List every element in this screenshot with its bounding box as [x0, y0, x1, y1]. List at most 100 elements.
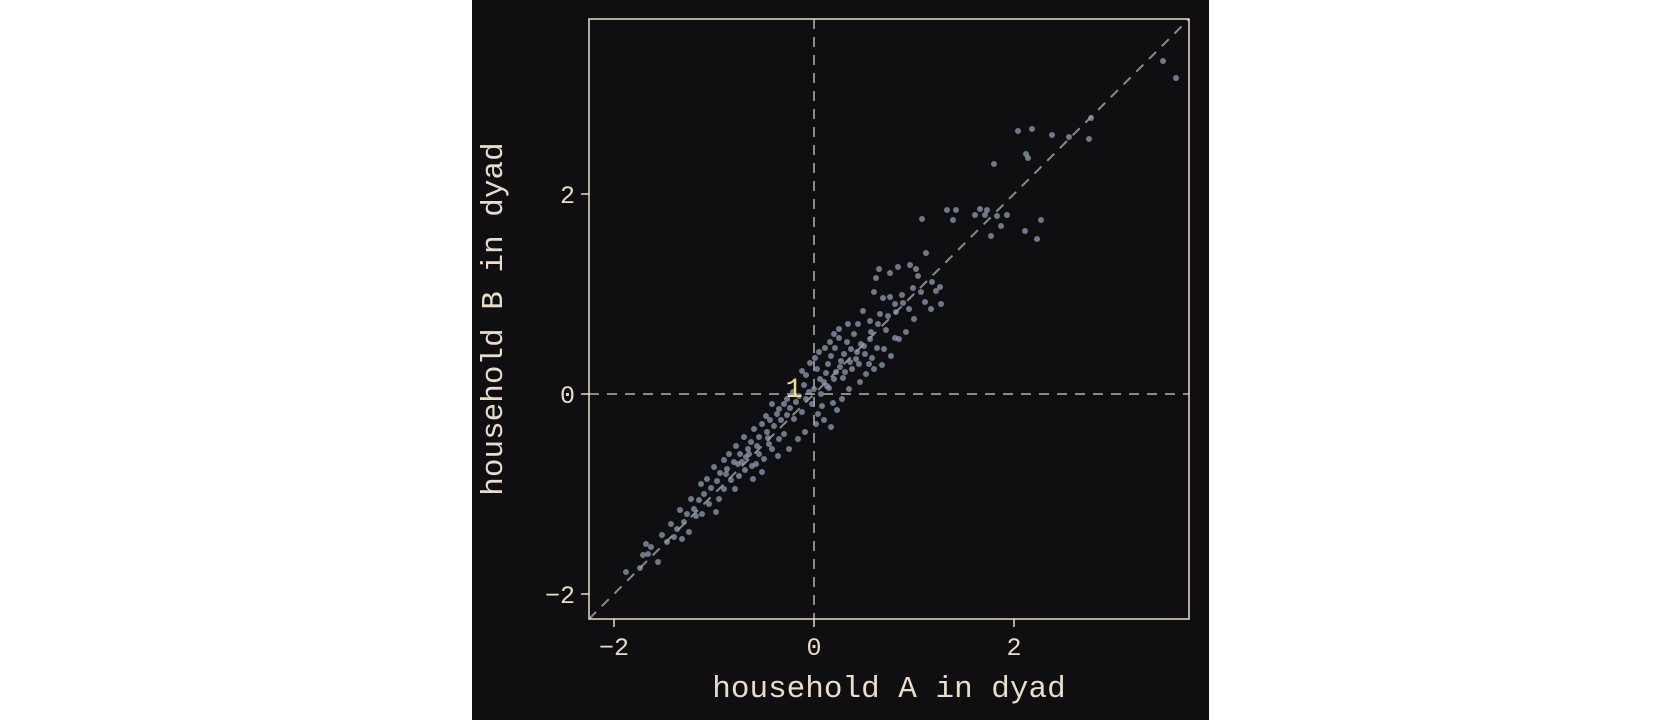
data-point: [748, 439, 754, 445]
data-point: [919, 216, 925, 222]
data-point: [840, 375, 846, 381]
data-point: [881, 346, 887, 352]
data-point: [1088, 115, 1094, 121]
data-points: [623, 58, 1179, 575]
data-point: [841, 351, 847, 357]
data-point: [764, 429, 770, 435]
data-point: [853, 356, 859, 362]
data-point: [977, 206, 983, 212]
data-point: [806, 389, 812, 395]
data-point: [1086, 136, 1092, 142]
x-tick-label: −2: [599, 634, 629, 663]
data-point: [640, 552, 646, 558]
data-point: [887, 294, 893, 300]
data-point: [984, 207, 990, 213]
data-point: [913, 266, 919, 272]
data-point: [821, 417, 827, 423]
data-point: [742, 467, 748, 473]
data-point: [732, 486, 738, 492]
data-point: [623, 569, 629, 575]
data-point: [880, 295, 886, 301]
data-point: [837, 364, 843, 370]
data-point: [802, 429, 808, 435]
data-point: [877, 311, 883, 317]
data-point: [686, 529, 692, 535]
data-point: [759, 469, 765, 475]
data-point: [699, 511, 705, 517]
data-point: [807, 360, 813, 366]
data-point: [823, 370, 829, 376]
y-axis-label: household B in dyad: [477, 142, 512, 495]
data-point: [1034, 236, 1040, 242]
data-point: [907, 262, 913, 268]
x-tick-label: 2: [1006, 634, 1021, 663]
data-point: [867, 318, 873, 324]
data-point: [933, 288, 939, 294]
data-point: [736, 473, 742, 479]
x-axis-label: household A in dyad: [712, 672, 1065, 707]
figure-background: −2 0 2 −2 0 2 1 household A in dyad househol…: [472, 0, 1209, 720]
scatter-chart: −2 0 2 −2 0 2 1 household A in dyad househol…: [477, 18, 1190, 707]
data-point: [645, 551, 651, 557]
data-point: [857, 379, 863, 385]
data-point: [717, 470, 723, 476]
data-point: [923, 250, 929, 256]
data-point: [655, 559, 661, 565]
data-point: [813, 421, 819, 427]
data-point: [1049, 132, 1055, 138]
data-point: [836, 326, 842, 332]
data-point: [776, 406, 782, 412]
data-point: [771, 423, 777, 429]
data-point: [778, 417, 784, 423]
data-point: [761, 456, 767, 462]
data-point: [833, 369, 839, 375]
data-point: [839, 396, 845, 402]
data-point: [998, 223, 1004, 229]
data-point: [845, 321, 851, 327]
data-point: [922, 299, 928, 305]
data-point: [749, 463, 755, 469]
data-point: [910, 285, 916, 291]
data-point: [896, 336, 902, 342]
data-point: [671, 534, 677, 540]
data-point: [711, 464, 717, 470]
data-point: [1066, 134, 1072, 140]
data-point: [871, 366, 877, 372]
data-point: [842, 369, 848, 375]
data-point: [781, 431, 787, 437]
data-point: [868, 329, 874, 335]
data-point: [769, 401, 775, 407]
data-point: [664, 539, 670, 545]
x-ticks: −2 0 2: [599, 619, 1022, 663]
data-point: [745, 446, 751, 452]
data-point: [893, 309, 899, 315]
data-point: [796, 393, 802, 399]
data-point: [831, 376, 837, 382]
data-point: [799, 368, 805, 374]
data-point: [643, 541, 649, 547]
data-point: [950, 217, 956, 223]
data-point: [708, 485, 714, 491]
data-point: [861, 343, 867, 349]
data-point: [825, 361, 831, 367]
y-tick-label: 2: [560, 182, 575, 211]
data-point: [938, 301, 944, 307]
data-point: [811, 386, 817, 392]
data-point: [869, 355, 875, 361]
data-point: [726, 451, 732, 457]
data-point: [994, 213, 1000, 219]
data-point: [809, 401, 815, 407]
data-point: [784, 396, 790, 402]
data-point: [827, 339, 833, 345]
data-point: [911, 316, 917, 322]
data-point: [846, 386, 852, 392]
data-point: [862, 351, 868, 357]
data-point: [791, 416, 797, 422]
data-point: [887, 270, 893, 276]
data-point: [696, 497, 702, 503]
data-point: [803, 372, 809, 378]
data-point: [918, 289, 924, 295]
data-point: [677, 507, 683, 513]
data-point: [819, 403, 825, 409]
data-point: [815, 411, 821, 417]
